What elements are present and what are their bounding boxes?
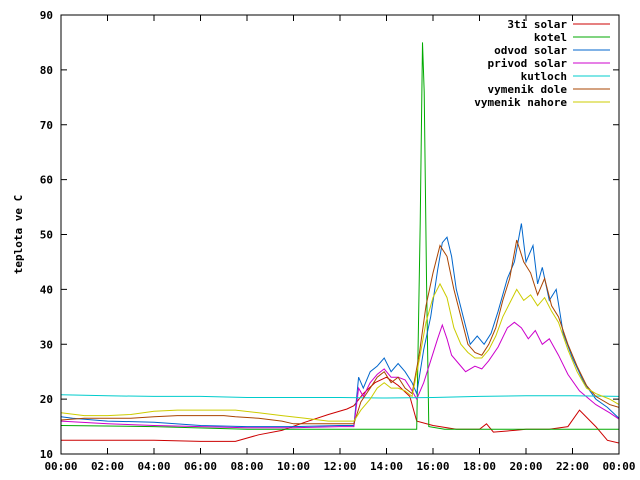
x-tick-label: 14:00 [370, 460, 403, 473]
x-tick-label: 08:00 [230, 460, 263, 473]
x-tick-label: 20:00 [509, 460, 542, 473]
legend-label: privod solar [488, 57, 568, 70]
x-tick-label: 18:00 [463, 460, 496, 473]
series-line-odvod-solar [61, 223, 619, 428]
y-tick-label: 70 [40, 119, 53, 132]
legend-label: 3ti solar [507, 18, 567, 31]
legend-entry: kotel [534, 31, 610, 44]
legend-entry: privod solar [488, 57, 610, 70]
y-tick-label: 10 [40, 448, 53, 461]
legend-entry: kutloch [521, 70, 610, 83]
legend-entry: vymenik nahore [474, 96, 610, 109]
x-tick-label: 16:00 [416, 460, 449, 473]
legend-entry: vymenik dole [488, 83, 610, 96]
x-tick-label: 10:00 [277, 460, 310, 473]
series-line-vymenik-nahore [61, 282, 619, 422]
x-tick-label: 06:00 [184, 460, 217, 473]
y-tick-label: 40 [40, 283, 53, 296]
x-tick-label: 22:00 [556, 460, 589, 473]
legend-label: odvod solar [494, 44, 567, 57]
series-line-kotel [61, 42, 619, 430]
axis-tick-labels: 00:00 02:00 04:00 06:00 08:00 10:00 12:00 14:00… [40, 9, 636, 473]
x-tick-label: 00:00 [44, 460, 77, 473]
legend-label: vymenik dole [488, 83, 568, 96]
y-tick-label: 20 [40, 393, 53, 406]
legend-entry: odvod solar [494, 44, 610, 57]
x-tick-label: 04:00 [137, 460, 170, 473]
series-line-kutloch [61, 394, 619, 399]
series-line-privod-solar [61, 321, 619, 429]
series-line-vymenik-dole [61, 239, 619, 425]
series-line-3ti-solar [61, 376, 619, 444]
x-tick-label: 02:00 [91, 460, 124, 473]
y-tick-label: 50 [40, 229, 53, 242]
y-axis-label: teplota ve C [12, 195, 25, 274]
axis-ticks [60, 14, 620, 455]
legend-label: vymenik nahore [474, 96, 567, 109]
legend-label: kutloch [521, 70, 567, 83]
y-tick-label: 60 [40, 174, 53, 187]
y-tick-label: 90 [40, 9, 53, 22]
x-tick-label: 12:00 [323, 460, 356, 473]
y-tick-label: 30 [40, 338, 53, 351]
x-tick-label: 00:00 [602, 460, 635, 473]
legend-entry: 3ti solar [507, 18, 610, 31]
plot-lines [61, 42, 619, 444]
y-tick-label: 80 [40, 64, 53, 77]
legend-label: kotel [534, 31, 567, 44]
